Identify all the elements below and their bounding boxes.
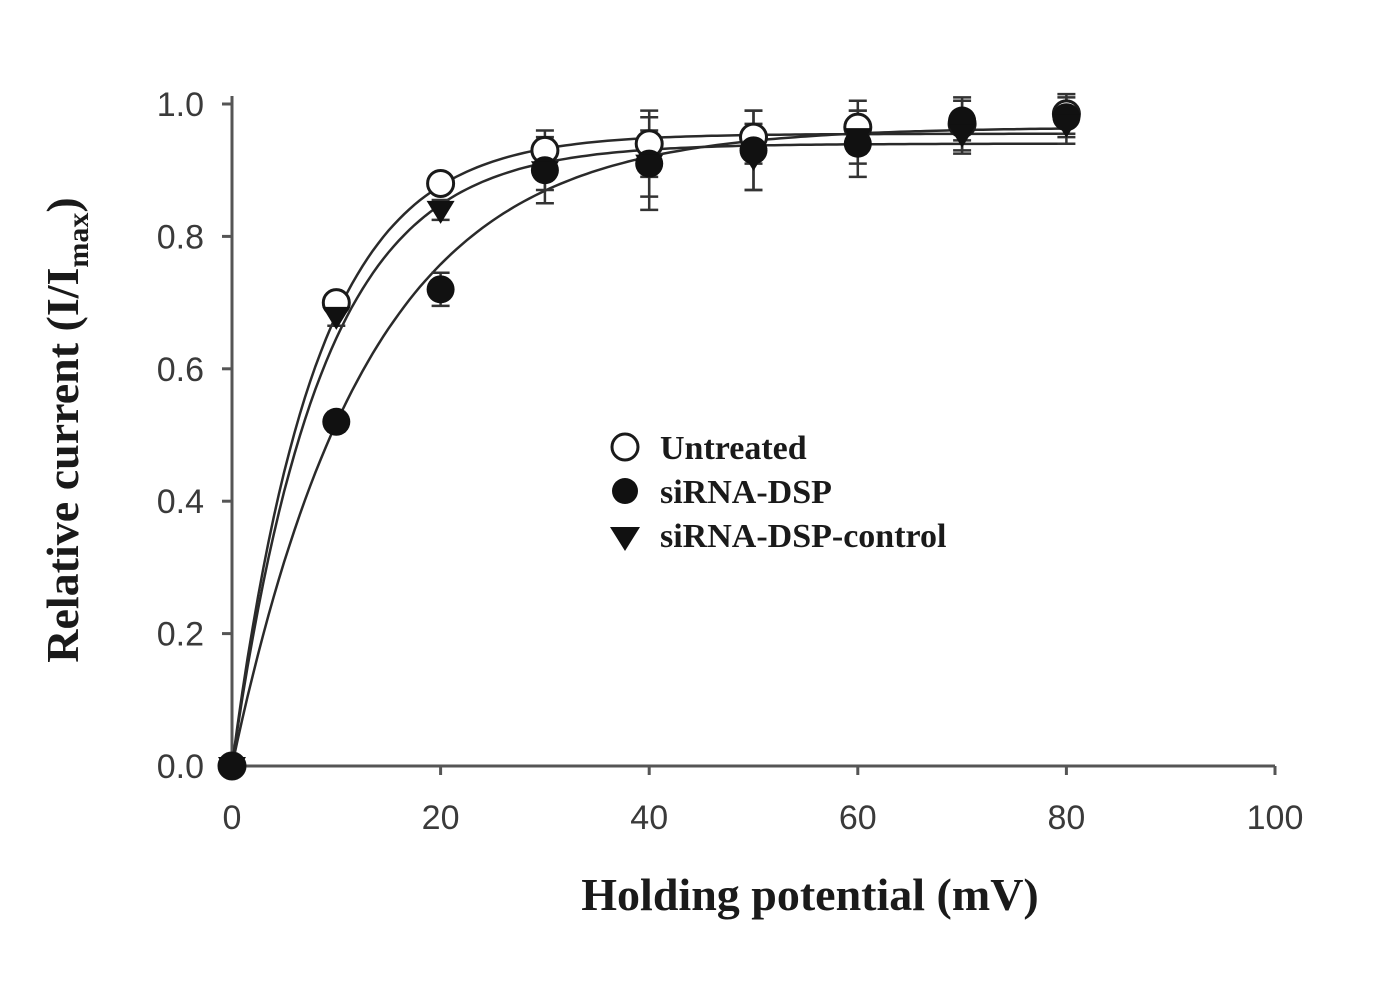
- legend-label-sirna-dsp-control: siRNA-DSP-control: [660, 518, 946, 555]
- data-point-open-circle: [426, 168, 456, 198]
- data-point-filled-circle: [426, 275, 455, 304]
- x-axis-title: Holding potential (mV): [581, 869, 1038, 920]
- data-point-triangle-down: [530, 161, 559, 185]
- x-tick-label: 0: [223, 799, 242, 837]
- y-axis-title-subscript: max: [62, 213, 95, 268]
- data-point-triangle-down: [635, 154, 664, 178]
- data-point-triangle-down: [322, 306, 351, 330]
- x-tick-label: 60: [839, 799, 877, 837]
- legend-label-untreated: Untreated: [660, 430, 807, 467]
- data-point-triangle-down: [948, 124, 977, 148]
- y-tick-label: 0.4: [157, 483, 204, 521]
- legend-item-sirna-dsp-control: siRNA-DSP-control: [610, 518, 946, 555]
- y-tick-label: 0.0: [157, 748, 204, 786]
- y-tick-label: 0.2: [157, 616, 204, 654]
- axes: [230, 96, 1275, 768]
- legend-marker-filled-circle: [612, 478, 638, 504]
- data-points: [217, 99, 1081, 781]
- x-tick-label: 20: [422, 799, 460, 837]
- x-tick-label: 100: [1247, 799, 1304, 837]
- fit-curve-2: [230, 142, 1067, 767]
- legend-item-sirna-dsp: siRNA-DSP: [612, 474, 832, 511]
- y-axis-title-main: Relative current (I/I: [37, 268, 88, 663]
- x-tick-label: 40: [630, 799, 668, 837]
- data-point-triangle-down: [843, 128, 872, 152]
- legend: Untreated siRNA-DSP siRNA-DSP-control: [610, 430, 946, 555]
- y-tick-label: 0.6: [157, 351, 204, 389]
- fit-curves: [230, 127, 1067, 767]
- fit-curve-1: [230, 127, 1067, 767]
- y-tick-label: 1.0: [157, 86, 204, 124]
- x-tick-label: 80: [1047, 799, 1085, 837]
- data-point-triangle-down: [426, 200, 455, 224]
- y-axis-title-close: ): [37, 197, 88, 212]
- data-point-triangle-down: [1052, 114, 1081, 138]
- y-tick-label: 0.8: [157, 218, 204, 256]
- legend-marker-open-circle: [610, 432, 640, 462]
- legend-item-untreated: Untreated: [610, 430, 807, 467]
- data-point-triangle-down: [218, 757, 246, 780]
- data-point-triangle-down: [739, 147, 768, 171]
- ticks: 0 20 40 60 80 100 0.0 0.2 0.4 0.6 0.8 1.0: [157, 86, 1304, 837]
- fit-curve-0: [230, 132, 1067, 767]
- data-point-filled-circle: [322, 407, 351, 436]
- y-axis-title: Relative current (I/Imax): [37, 197, 95, 662]
- legend-label-sirna-dsp: siRNA-DSP: [660, 474, 832, 511]
- legend-marker-triangle-down: [610, 527, 640, 551]
